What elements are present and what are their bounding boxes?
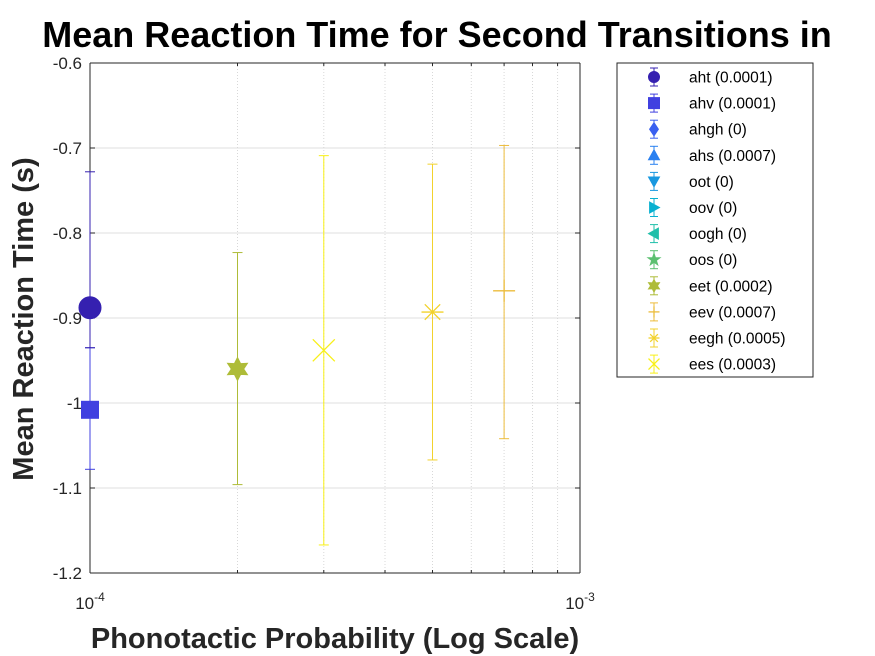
y-tick-label: -0.6 bbox=[53, 54, 82, 73]
data-point bbox=[421, 303, 444, 321]
x-axis-label: Phonotactic Probability (Log Scale) bbox=[91, 623, 579, 655]
legend-marker bbox=[647, 278, 661, 294]
legend: aht (0.0001) ahv (0.0001) ahgh (0) ahs (0.0… bbox=[616, 62, 814, 378]
data-point-shape bbox=[78, 296, 102, 320]
legend-marker-shape bbox=[648, 97, 660, 110]
legend-marker bbox=[646, 251, 662, 267]
legend-label: ahgh (0) bbox=[689, 122, 747, 139]
legend-marker bbox=[647, 227, 659, 240]
legend-label: oos (0) bbox=[689, 252, 737, 269]
legend-item: oov (0) bbox=[649, 198, 737, 217]
legend-marker-shape bbox=[649, 201, 661, 214]
y-tick-label: -0.7 bbox=[53, 139, 82, 158]
data-point bbox=[78, 296, 102, 320]
legend-label: oov (0) bbox=[689, 200, 737, 217]
y-tick-label: -1.1 bbox=[53, 479, 82, 498]
legend-label: oogh (0) bbox=[689, 226, 747, 243]
data-point-shape bbox=[312, 338, 336, 362]
y-tick-label: -0.9 bbox=[53, 309, 82, 328]
legend-item: eev (0.0007) bbox=[648, 302, 776, 322]
legend-label: ahv (0.0001) bbox=[689, 96, 776, 113]
legend-marker bbox=[649, 201, 661, 214]
legend-label: oot (0) bbox=[689, 174, 734, 191]
legend-marker-shape bbox=[647, 176, 661, 188]
legend-marker bbox=[648, 97, 660, 110]
legend-item: oos (0) bbox=[646, 250, 737, 270]
legend-item: ees (0.0003) bbox=[648, 354, 776, 374]
x-tick-label: 10-4 bbox=[75, 590, 105, 613]
legend-marker-shape bbox=[648, 358, 660, 371]
legend-marker bbox=[648, 333, 660, 343]
x-tick-label: 10-3 bbox=[565, 590, 595, 613]
legend-marker bbox=[648, 121, 660, 137]
data-point bbox=[81, 400, 99, 419]
legend-marker bbox=[647, 176, 661, 188]
chart-title: Mean Reaction Time for Second Transition… bbox=[42, 14, 832, 55]
legend-label: ahs (0.0007) bbox=[689, 148, 776, 165]
legend-marker bbox=[648, 306, 660, 318]
legend-item: oogh (0) bbox=[647, 224, 747, 244]
legend-marker-shape bbox=[646, 251, 662, 267]
legend-item: ahv (0.0001) bbox=[648, 93, 776, 113]
y-axis-label: Mean Reaction Time (s) bbox=[8, 157, 40, 480]
legend-marker bbox=[647, 148, 661, 161]
legend-item: ahs (0.0007) bbox=[647, 145, 776, 165]
legend-item: ahgh (0) bbox=[648, 119, 747, 139]
y-tick-label: -1.2 bbox=[53, 564, 82, 583]
legend-label: eegh (0.0005) bbox=[689, 331, 786, 348]
legend-marker bbox=[648, 71, 660, 83]
legend-label: aht (0.0001) bbox=[689, 70, 773, 87]
data-point-shape bbox=[226, 356, 249, 382]
legend-marker-shape bbox=[648, 121, 660, 137]
y-tick-label: -1 bbox=[67, 394, 82, 413]
data-point bbox=[312, 338, 336, 362]
legend-box bbox=[616, 62, 814, 378]
legend-label: eet (0.0002) bbox=[689, 278, 773, 295]
data-point bbox=[493, 279, 516, 302]
legend-marker-shape bbox=[647, 148, 661, 161]
legend-label: eev (0.0007) bbox=[689, 304, 776, 321]
data-point bbox=[226, 356, 249, 382]
legend-marker-shape bbox=[649, 333, 659, 343]
legend-marker-shape bbox=[647, 278, 661, 294]
plot-area: -1.2 -1.1 -1 -0.9 -0.8 -0.7 -0.6 10-4 10-3 bbox=[53, 54, 595, 613]
data-point-shape bbox=[81, 400, 99, 419]
legend-item: aht (0.0001) bbox=[648, 67, 773, 87]
legend-marker-shape bbox=[647, 227, 659, 240]
data-point-shape bbox=[424, 303, 441, 321]
y-tick-label: -0.8 bbox=[53, 224, 82, 243]
legend-item: oot (0) bbox=[647, 171, 734, 191]
legend-label: ees (0.0003) bbox=[689, 357, 776, 374]
legend-marker bbox=[648, 358, 660, 371]
legend-item: eegh (0.0005) bbox=[648, 328, 786, 348]
legend-marker-shape bbox=[648, 71, 660, 83]
legend-item: eet (0.0002) bbox=[647, 276, 773, 296]
